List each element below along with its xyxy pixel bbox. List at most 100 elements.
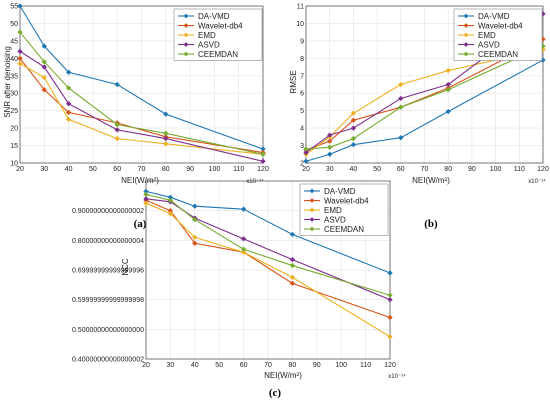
legend-entry: EMD <box>324 206 342 215</box>
panel-label: (c) <box>269 387 282 399</box>
data-point <box>192 203 198 209</box>
y-tick-label: 0.40000000000000002 <box>72 357 144 364</box>
data-point <box>289 256 296 263</box>
x-tick-label: 120 <box>257 166 269 173</box>
x-tick-label: 110 <box>233 166 244 173</box>
data-point <box>192 234 198 241</box>
data-point <box>65 116 72 123</box>
legend-marker <box>309 226 315 232</box>
data-point <box>387 314 393 321</box>
data-point <box>17 55 23 62</box>
data-point <box>350 110 357 117</box>
y-tick-label: 4 <box>300 126 304 133</box>
chart-panel-a: (a) NEI(W/m²) SNR after denoising x10⁻¹⁴… <box>3 3 269 230</box>
legend-marker <box>183 23 189 28</box>
data-point <box>350 135 357 142</box>
data-point <box>17 3 23 9</box>
x-axis-label: NEI(W/m²) <box>121 176 159 185</box>
data-point <box>445 108 451 115</box>
legend-marker <box>463 42 469 47</box>
legend-entry: EMD <box>198 31 216 40</box>
plot-frame <box>19 5 264 164</box>
data-point <box>445 81 451 88</box>
data-point <box>163 111 169 117</box>
y-tick-label: 0.69999999999999996 <box>72 268 144 275</box>
x-tick-label: 100 <box>335 362 347 369</box>
data-point <box>192 216 198 223</box>
series-line <box>145 190 391 274</box>
legend-marker <box>183 13 189 19</box>
x-tick-label: 20 <box>302 166 310 173</box>
x-tick-label: 70 <box>264 362 272 369</box>
x-tick-label: 70 <box>421 166 429 173</box>
legend-marker <box>463 51 469 57</box>
data-point <box>240 236 247 242</box>
data-point <box>65 109 72 116</box>
legend-entry: CEEMDAN <box>198 50 238 59</box>
data-point <box>167 197 174 204</box>
legend-marker <box>309 198 315 203</box>
x-tick-label: 70 <box>138 166 146 173</box>
data-point <box>350 125 357 131</box>
data-point <box>17 29 23 35</box>
data-point <box>387 333 393 340</box>
data-point <box>163 135 169 142</box>
x-tick-label: 80 <box>162 166 170 173</box>
data-point <box>445 86 451 93</box>
data-point <box>387 292 393 298</box>
x-tick-label: 40 <box>191 362 199 369</box>
x-tick-label: 50 <box>89 166 97 173</box>
data-point <box>260 158 266 165</box>
data-point <box>289 280 296 287</box>
legend-marker <box>309 207 315 213</box>
series-line <box>19 63 264 155</box>
x-tick-label: 30 <box>326 166 334 173</box>
y-axis-label: SNR after denoising <box>3 46 12 118</box>
data-point <box>114 81 120 88</box>
x-tick-label: 90 <box>186 166 194 173</box>
data-point <box>303 149 309 156</box>
series-line <box>305 59 544 162</box>
x-multiplier: x10⁻¹⁴ <box>388 373 406 380</box>
panel-label: (a) <box>134 218 147 230</box>
y-tick-label: 11 <box>297 4 304 11</box>
panel-label: (b) <box>424 218 438 230</box>
chart-panel-b: (b) NEI(W/m²) RMSE x10⁻¹⁴ 20 30 40 50 60 70 80… <box>289 4 549 231</box>
legend-marker <box>463 13 469 19</box>
x-tick-label: 50 <box>373 166 381 173</box>
y-tick-label: 0.50000000000000000 <box>72 327 144 334</box>
x-tick-label: 120 <box>537 166 549 173</box>
y-tick-label: 50 <box>10 21 18 28</box>
y-tick-label: 9 <box>300 38 304 45</box>
y-tick-label: 40 <box>10 56 18 63</box>
y-tick-label: 5 <box>300 108 304 115</box>
legend-entry: DA-VMD <box>198 12 230 21</box>
legend-entry: ASVD <box>198 41 220 50</box>
data-point <box>303 146 309 152</box>
x-axis-label: NEI(W/m²) <box>264 371 302 380</box>
data-point <box>114 135 120 142</box>
data-point <box>41 64 48 70</box>
x-tick-label: 100 <box>209 166 221 173</box>
data-point <box>289 262 296 269</box>
x-tick-label: 50 <box>215 362 223 369</box>
y-tick-label: 3 <box>300 143 304 150</box>
series-line <box>19 50 264 162</box>
data-point <box>326 138 333 144</box>
y-tick-label: 55 <box>10 4 18 11</box>
data-point <box>65 85 72 91</box>
x-tick-label: 90 <box>313 362 321 369</box>
x-multiplier: x10⁻¹⁴ <box>246 178 264 185</box>
legend-entry: DA-VMD <box>478 12 510 21</box>
data-point <box>240 249 247 255</box>
series-line <box>145 199 391 318</box>
legend-entry: Wavelet-db4 <box>324 197 369 206</box>
y-tick-label: 0.90000000000000002 <box>72 208 144 215</box>
y-tick-label: 6 <box>300 91 304 98</box>
data-point <box>303 158 309 165</box>
data-point <box>326 144 333 151</box>
data-point <box>350 117 357 124</box>
legend-marker <box>309 188 315 194</box>
data-point <box>143 200 149 207</box>
